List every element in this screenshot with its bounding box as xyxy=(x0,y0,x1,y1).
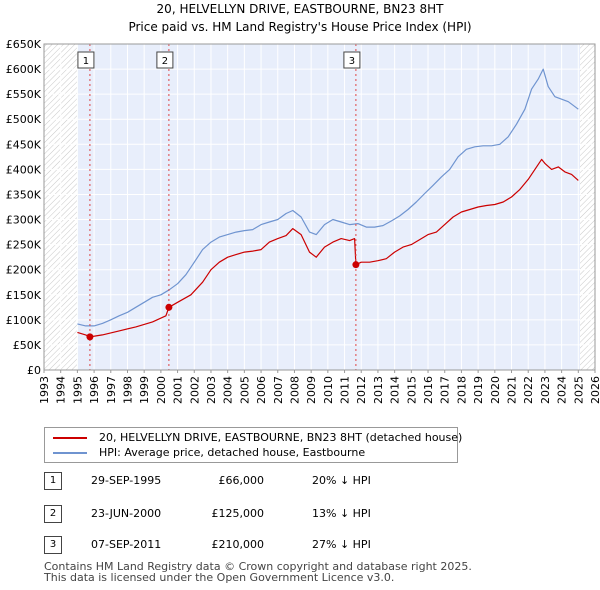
y-tick-label: £250K xyxy=(6,239,42,252)
sale-date: 23-JUN-2000 xyxy=(91,507,162,520)
x-tick-label: 2016 xyxy=(422,376,435,404)
sale-date: 07-SEP-2011 xyxy=(91,538,162,551)
sale-badge: 1 xyxy=(44,472,62,490)
sale-price: £125,000 xyxy=(211,507,265,520)
x-tick-label: 2018 xyxy=(455,376,468,404)
y-tick-label: £100K xyxy=(6,314,42,327)
x-tick-label: 2002 xyxy=(188,376,201,404)
plot-frame xyxy=(43,43,596,371)
x-tick-label: 2014 xyxy=(389,376,402,404)
footer-copyright: Contains HM Land Registry data © Crown c… xyxy=(44,560,472,573)
sale-marker-badge xyxy=(343,51,361,69)
legend-property-swatch xyxy=(53,437,87,439)
sale-marker-badge xyxy=(77,51,95,69)
y-tick-label: £600K xyxy=(6,63,42,76)
y-tick-label: £50K xyxy=(13,339,42,352)
sale-marker-label: 2 xyxy=(162,56,168,67)
x-tick-label: 1995 xyxy=(71,376,84,404)
y-tick-label: £650K xyxy=(6,38,42,51)
x-tick-label: 2019 xyxy=(472,376,485,404)
y-tick-label: £500K xyxy=(6,113,42,126)
x-tick-label: 2026 xyxy=(589,376,600,404)
y-tick-label: £400K xyxy=(6,163,42,176)
legend-property-label: 20, HELVELLYN DRIVE, EASTBOURNE, BN23 8H… xyxy=(99,431,463,444)
sale-marker-badge xyxy=(156,51,174,69)
sale-point xyxy=(86,333,94,341)
x-tick-label: 2000 xyxy=(155,376,168,404)
sale-badge: 3 xyxy=(44,536,62,554)
sale-row-3: 3 07-SEP-2011 £210,000 27% ↓ HPI xyxy=(44,536,464,554)
y-tick-label: £0 xyxy=(27,364,41,377)
sale-point xyxy=(165,303,173,311)
sale-price: £66,000 xyxy=(218,474,265,487)
legend-hpi-label: HPI: Average price, detached house, East… xyxy=(99,446,366,459)
x-tick-label: 2001 xyxy=(172,376,185,404)
sale-hpi-diff: 13% ↓ HPI xyxy=(312,507,371,520)
y-tick-label: £300K xyxy=(6,214,42,227)
x-tick-label: 1996 xyxy=(88,376,101,404)
x-tick-label: 2004 xyxy=(222,376,235,404)
x-tick-label: 1999 xyxy=(138,376,151,404)
shaded-region xyxy=(77,44,580,370)
chart-legend: 20, HELVELLYN DRIVE, EASTBOURNE, BN23 8H… xyxy=(44,427,462,463)
x-tick-label: 2008 xyxy=(288,376,301,404)
x-tick-label: 2009 xyxy=(305,376,318,404)
hatched-region xyxy=(579,44,595,370)
x-tick-label: 2013 xyxy=(372,376,385,404)
x-tick-label: 2015 xyxy=(405,376,418,404)
chart-title: 20, HELVELLYN DRIVE, EASTBOURNE, BN23 8H… xyxy=(156,2,444,16)
property-price-line xyxy=(77,158,579,338)
legend-hpi-swatch xyxy=(53,452,87,454)
y-tick-label: £450K xyxy=(6,138,42,151)
x-tick-label: 2021 xyxy=(506,376,519,404)
x-tick-label: 2017 xyxy=(439,376,452,404)
y-tick-label: £200K xyxy=(6,264,42,277)
x-tick-label: 1997 xyxy=(105,376,118,404)
sale-price: £210,000 xyxy=(211,538,265,551)
sale-marker-label: 1 xyxy=(83,56,89,67)
x-tick-label: 2025 xyxy=(572,376,585,404)
chart-subtitle: Price paid vs. HM Land Registry's House … xyxy=(128,20,472,34)
sale-badge: 2 xyxy=(44,505,62,523)
sale-row-1: 1 29-SEP-1995 £66,000 20% ↓ HPI xyxy=(44,472,464,490)
y-tick-label: £150K xyxy=(6,289,42,302)
x-tick-label: 2024 xyxy=(556,376,569,404)
x-tick-label: 1998 xyxy=(121,376,134,404)
x-tick-label: 1993 xyxy=(38,376,51,404)
x-tick-label: 2012 xyxy=(355,376,368,404)
x-tick-label: 2011 xyxy=(339,376,352,404)
sale-point xyxy=(352,261,360,269)
x-tick-label: 2005 xyxy=(238,376,251,404)
sale-hpi-diff: 27% ↓ HPI xyxy=(312,538,371,551)
price-chart: 1 2 3 £0 £50K £100K £150K £200K £250K £300K £350K… xyxy=(6,38,600,404)
footer-licence: This data is licensed under the Open Gov… xyxy=(44,571,395,584)
x-tick-label: 2022 xyxy=(522,376,535,404)
sale-row-2: 2 23-JUN-2000 £125,000 13% ↓ HPI xyxy=(44,505,464,523)
sale-hpi-diff: 20% ↓ HPI xyxy=(312,474,371,487)
footer: Contains HM Land Registry data © Crown c… xyxy=(44,561,472,583)
x-tick-label: 2023 xyxy=(539,376,552,404)
x-tick-label: 2003 xyxy=(205,376,218,404)
y-tick-label: £550K xyxy=(6,88,42,101)
sale-marker-label: 3 xyxy=(349,56,355,67)
hpi-line xyxy=(77,68,579,327)
x-tick-label: 2010 xyxy=(322,376,335,404)
x-tick-label: 2020 xyxy=(489,376,502,404)
x-tick-label: 2006 xyxy=(255,376,268,404)
x-tick-label: 1994 xyxy=(55,376,68,404)
sale-date: 29-SEP-1995 xyxy=(91,474,162,487)
x-tick-label: 2007 xyxy=(272,376,285,404)
y-tick-label: £350K xyxy=(6,188,42,201)
